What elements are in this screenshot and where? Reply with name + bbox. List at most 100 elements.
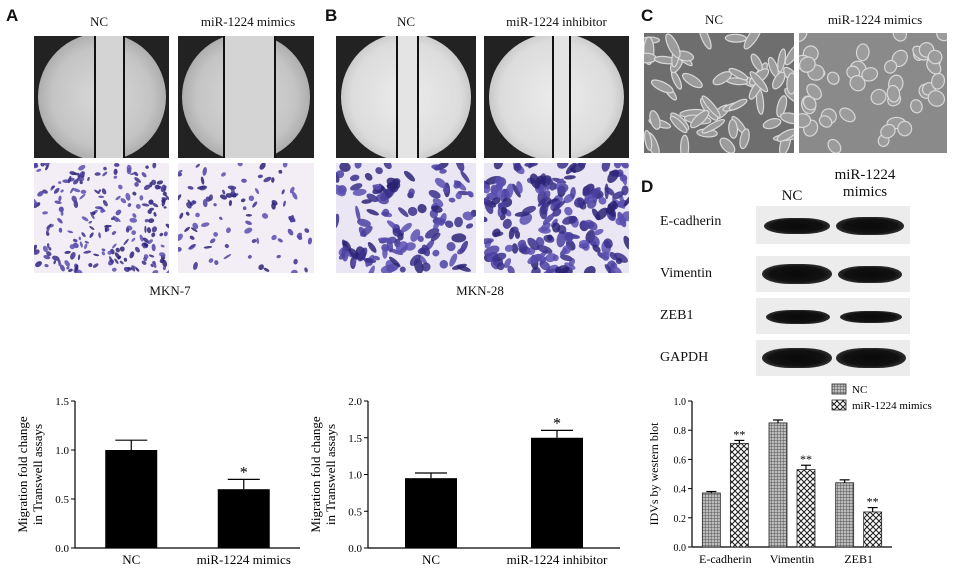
stained-cell — [129, 251, 135, 259]
stained-cell — [193, 261, 198, 270]
stained-cell — [58, 227, 63, 233]
stained-cell — [512, 183, 521, 198]
stained-cell — [562, 245, 572, 255]
cell — [826, 71, 840, 85]
stained-cell — [591, 208, 601, 220]
cell — [936, 33, 947, 42]
stained-cell — [147, 239, 153, 245]
stained-cell — [111, 267, 117, 272]
stained-cell — [208, 258, 214, 263]
blot-row-gapdh — [756, 340, 910, 376]
stained-cell — [160, 184, 166, 192]
stained-cell — [263, 176, 272, 183]
stained-cell — [364, 173, 373, 181]
stained-cell — [126, 168, 132, 175]
stained-cell — [148, 218, 155, 224]
stained-cell — [375, 167, 383, 175]
stained-cell — [621, 174, 628, 186]
cell — [776, 95, 788, 118]
stained-cell — [552, 254, 559, 262]
panel-a-cell-line: MKN-7 — [149, 283, 191, 298]
stained-cell — [484, 199, 494, 215]
stained-cell — [517, 239, 527, 249]
stained-cell — [53, 187, 60, 194]
stained-cell — [257, 174, 263, 179]
stained-cell — [88, 262, 93, 268]
stained-cell — [372, 255, 381, 261]
cell — [750, 53, 763, 72]
stained-cell — [547, 234, 553, 241]
cell — [892, 33, 907, 42]
stained-cell — [60, 264, 66, 272]
stained-cell — [455, 192, 462, 200]
stained-cell — [81, 216, 89, 222]
stained-cell — [431, 164, 445, 171]
stained-cell — [403, 170, 416, 182]
stained-cell — [539, 205, 548, 220]
stained-cell — [64, 260, 70, 267]
panel-b-transwell-nc-image — [336, 163, 476, 273]
panel-label-d: D — [641, 177, 654, 196]
stained-cell — [214, 260, 219, 265]
stained-cell — [290, 269, 298, 273]
stained-cell — [592, 244, 601, 253]
stained-cell — [115, 209, 122, 216]
stained-cell — [115, 195, 121, 201]
stained-cell — [178, 247, 182, 252]
stained-cell — [134, 182, 139, 187]
stained-cell — [336, 213, 340, 229]
stained-cell — [251, 239, 257, 243]
stained-cell — [564, 232, 574, 242]
stained-cell — [439, 168, 447, 174]
stained-cell — [94, 172, 101, 176]
cell — [799, 33, 808, 42]
x-tick-label: NC — [122, 552, 140, 567]
stained-cell — [241, 178, 247, 183]
stained-cell — [620, 163, 628, 169]
stained-cell — [507, 265, 515, 273]
cell — [650, 79, 674, 94]
stained-cell — [377, 237, 393, 243]
stained-cell — [511, 243, 519, 254]
cell — [649, 110, 661, 130]
stained-cell — [496, 262, 505, 271]
y-tick-label: 0.5 — [55, 494, 69, 506]
stained-cell — [102, 200, 108, 207]
stained-cell — [614, 252, 628, 263]
blot-label-vimentin: Vimentin — [660, 266, 713, 281]
cell — [762, 118, 782, 130]
stained-cell — [453, 180, 462, 189]
stained-cell — [178, 194, 182, 202]
panel-b-wound-nc-image — [336, 36, 476, 158]
cell — [786, 72, 794, 95]
stained-cell — [41, 163, 48, 166]
stained-cell — [439, 260, 449, 269]
stained-cell — [409, 254, 421, 266]
stained-cell — [510, 226, 519, 233]
cell — [728, 119, 739, 139]
stained-cell — [69, 171, 76, 176]
blot-row-vimentin — [756, 256, 910, 292]
stained-cell — [222, 189, 226, 195]
cell — [784, 43, 794, 66]
stained-cell — [68, 268, 73, 272]
x-tick-label: Vimentin — [770, 552, 815, 566]
stained-cell — [104, 224, 112, 228]
stained-cell — [287, 228, 294, 236]
stained-cell — [291, 191, 298, 200]
stained-cell — [161, 197, 168, 201]
legend-swatch — [831, 383, 847, 395]
significance-label: * — [240, 464, 248, 481]
legend-swatch — [831, 399, 847, 411]
stained-cell — [460, 170, 470, 183]
stained-cell — [101, 248, 106, 252]
stained-cell — [590, 235, 600, 248]
stained-cell — [141, 260, 147, 265]
stained-cell — [178, 172, 183, 177]
stained-cell — [611, 202, 619, 210]
stained-cell — [531, 266, 541, 273]
stained-cell — [417, 203, 427, 214]
stained-cell — [144, 225, 147, 233]
stained-cell — [432, 249, 440, 257]
stained-cell — [94, 189, 100, 195]
